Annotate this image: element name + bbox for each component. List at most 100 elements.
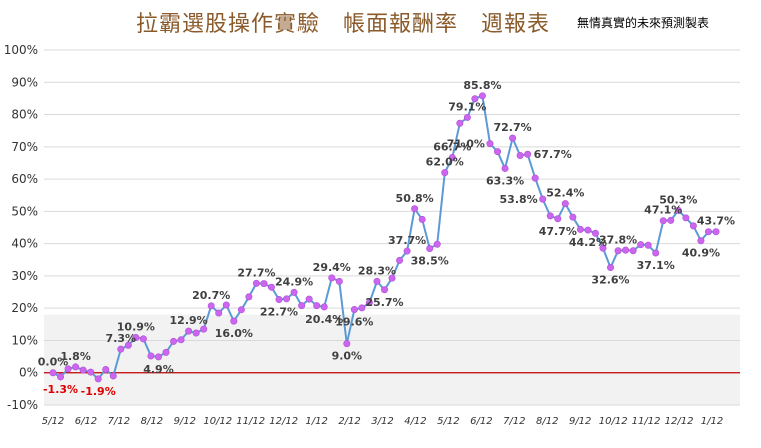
data-label: 63.3%	[486, 174, 524, 187]
x-tick-label: 1/12	[701, 416, 723, 427]
data-label: 50.8%	[396, 192, 434, 205]
x-tick-label: 9/12	[174, 416, 196, 427]
data-label: 37.8%	[599, 234, 637, 247]
data-label: 52.4%	[546, 187, 584, 200]
y-tick-label: -10%	[7, 398, 38, 412]
data-point	[516, 152, 524, 160]
data-point	[629, 247, 637, 255]
data-point	[298, 302, 306, 310]
data-point	[622, 246, 630, 254]
data-point	[305, 295, 313, 303]
data-point	[456, 119, 464, 127]
data-label: 10.9%	[117, 321, 155, 334]
data-point	[64, 365, 72, 373]
data-label: 12.9%	[170, 314, 208, 327]
data-point	[524, 150, 532, 158]
data-point	[659, 217, 667, 225]
x-tick-label: 8/12	[141, 416, 163, 427]
data-point	[380, 286, 388, 294]
data-point	[591, 229, 599, 237]
data-point	[87, 368, 95, 376]
data-point	[283, 295, 291, 303]
data-label: 47.7%	[539, 225, 577, 238]
data-point	[207, 302, 215, 310]
data-label: 25.7%	[365, 296, 403, 309]
data-point	[704, 228, 712, 236]
data-point	[335, 277, 343, 285]
y-tick-label: 50%	[11, 204, 38, 218]
data-point	[237, 306, 245, 314]
data-label: 7.3%	[106, 332, 137, 345]
data-point	[124, 341, 132, 349]
data-label: 20.4%	[305, 313, 343, 326]
data-point	[697, 237, 705, 245]
x-tick-label: 7/12	[108, 416, 130, 427]
data-label: 67.7%	[534, 148, 572, 161]
data-label: 19.6%	[335, 315, 373, 328]
data-point	[576, 225, 584, 233]
data-point	[396, 256, 404, 264]
data-point	[584, 226, 592, 234]
x-tick-label: 12/12	[269, 416, 298, 427]
data-point	[494, 148, 502, 156]
data-point	[365, 299, 373, 307]
data-label: 50.3%	[659, 193, 697, 206]
data-point	[373, 277, 381, 285]
data-label: 29.4%	[313, 261, 351, 274]
data-point	[260, 280, 268, 288]
data-label: 85.8%	[463, 79, 501, 92]
data-point	[501, 164, 509, 172]
data-point	[463, 113, 471, 121]
data-point	[418, 215, 426, 223]
data-point	[448, 153, 456, 161]
data-label: 71.0%	[447, 138, 485, 151]
data-point	[328, 274, 336, 282]
x-tick-label: 6/12	[470, 416, 492, 427]
data-point	[102, 365, 110, 373]
data-point	[154, 353, 162, 361]
y-tick-label: 30%	[11, 269, 38, 283]
data-label: 38.5%	[411, 254, 449, 267]
data-point	[94, 375, 102, 383]
data-label: -1.3%	[43, 383, 78, 396]
data-label: 47.1%	[644, 204, 682, 217]
data-point	[185, 327, 193, 335]
data-label: 20.7%	[192, 289, 230, 302]
data-point	[358, 304, 366, 312]
data-point	[162, 348, 170, 356]
y-tick-label: 10%	[11, 333, 38, 347]
data-point	[388, 274, 396, 282]
x-tick-label: 9/12	[569, 416, 591, 427]
data-point	[343, 340, 351, 348]
x-tick-label: 6/12	[75, 416, 97, 427]
data-label: 37.1%	[637, 259, 675, 272]
data-point	[614, 247, 622, 255]
data-label: 1.8%	[60, 350, 91, 363]
chart-main-title: 拉霸選股操作實驗 帳面報酬率 週報表	[136, 12, 551, 37]
data-point	[403, 247, 411, 255]
data-point	[72, 363, 80, 371]
data-point	[350, 305, 358, 313]
y-tick-label: 0%	[19, 366, 38, 380]
x-tick-label: 11/12	[236, 416, 265, 427]
data-label: 79.1%	[448, 100, 486, 113]
data-point	[290, 288, 298, 296]
data-point	[79, 366, 87, 374]
data-label: 16.0%	[215, 327, 253, 340]
data-point	[637, 241, 645, 249]
data-label: 37.7%	[388, 234, 426, 247]
data-label: 72.7%	[493, 121, 531, 134]
data-point	[486, 140, 494, 148]
data-point	[275, 295, 283, 303]
data-point	[177, 336, 185, 344]
data-label: 24.9%	[275, 275, 313, 288]
data-label: 66.7%	[433, 140, 471, 153]
data-label: 22.7%	[260, 305, 298, 318]
data-point	[433, 240, 441, 248]
x-tick-label: 3/12	[371, 416, 393, 427]
x-tick-label: 7/12	[503, 416, 525, 427]
data-point	[441, 169, 449, 177]
data-point	[569, 213, 577, 221]
x-tick-label: 5/12	[437, 416, 459, 427]
